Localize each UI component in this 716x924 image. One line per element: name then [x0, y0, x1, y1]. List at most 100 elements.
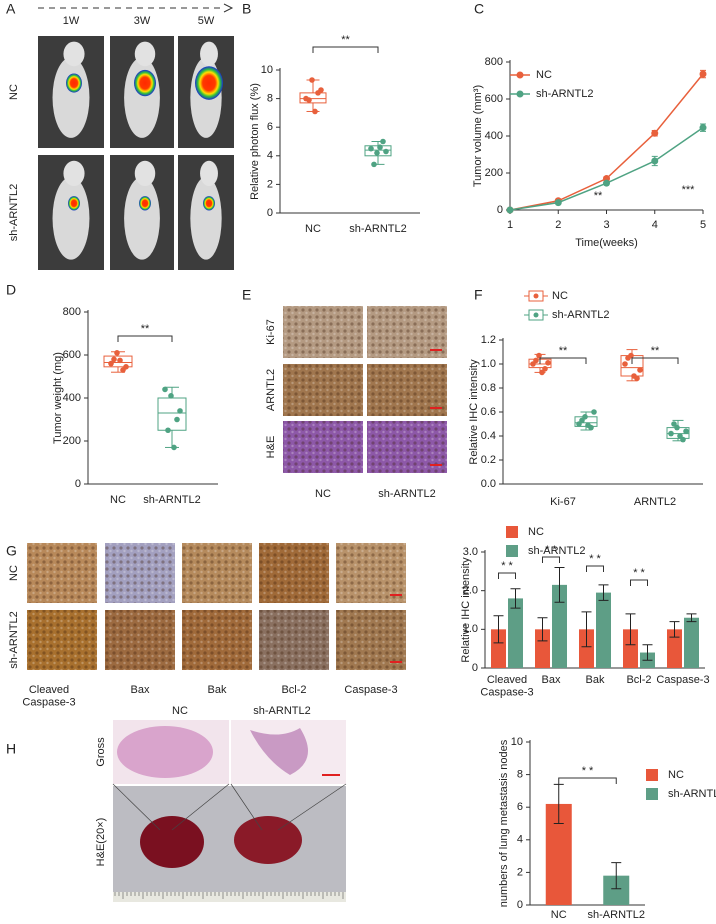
box: [299, 92, 327, 104]
x-tick-label: sh-ARNTL2: [143, 494, 200, 506]
y-tick-label: 600: [63, 349, 81, 361]
timepoint-label: 3W: [134, 15, 151, 27]
data-point: [539, 369, 545, 376]
x-tick-label: 3: [603, 219, 609, 231]
significance-bracket: [117, 335, 173, 342]
y-axis-label: Relative IHC intensity: [460, 557, 472, 663]
error-bar: [554, 566, 565, 603]
y-tick-label: 0.4: [481, 430, 496, 442]
data-point: [309, 77, 315, 83]
group-label: sh-ARNTL2: [8, 184, 20, 241]
y-tick-label: 800: [63, 306, 81, 318]
bar: [684, 617, 699, 668]
y-tick-label: 8: [517, 769, 523, 781]
group-label: sh-ARNTL2: [8, 611, 20, 668]
ihc-texture: [105, 543, 175, 603]
data-point: [683, 428, 689, 435]
x-tick-label: 1: [507, 219, 513, 231]
data-point: [306, 97, 312, 103]
data-point: [111, 356, 117, 363]
legend-marker: [533, 293, 539, 299]
stain-label: ARNTL2: [265, 369, 277, 411]
legend-label: sh-ARNTL2: [528, 545, 585, 557]
legend-label: sh-ARNTL2: [668, 788, 716, 800]
y-tick-label: 10: [261, 64, 273, 76]
y-tick-label: 10: [511, 736, 523, 748]
data-point: [533, 357, 539, 364]
ihc-texture: [259, 610, 329, 670]
data-point: [117, 357, 123, 364]
error-bar: [553, 783, 564, 824]
bar: [491, 629, 506, 668]
legend-label: NC: [668, 769, 684, 781]
x-tick-label: 4: [652, 219, 658, 231]
data-point: [603, 179, 610, 187]
x-tick-label: sh-ARNTL2: [588, 909, 645, 921]
error-bar: [669, 621, 680, 638]
box: [157, 397, 187, 431]
x-tick-label: Bak: [586, 674, 605, 686]
significance-bracket: [558, 777, 617, 784]
x-tick-label: Cleaved Caspase-3: [480, 674, 533, 699]
view-label: H&E(20×): [95, 818, 107, 867]
significance-label: * *: [633, 567, 645, 579]
bar: [596, 592, 611, 668]
data-point: [108, 360, 114, 367]
ihc-texture: [182, 543, 252, 603]
x-axis-label: Time(weeks): [575, 237, 638, 249]
y-axis-label: Tumor weight (mg): [52, 352, 64, 444]
legend-marker: [516, 71, 524, 79]
significance-label: * *: [582, 765, 594, 777]
mouse-body: [52, 57, 90, 138]
zoom-line: [230, 783, 263, 831]
legend-label: sh-ARNTL2: [552, 309, 609, 321]
group-label: NC: [315, 488, 331, 500]
mouse-head: [63, 41, 85, 67]
tumor-signal: [134, 69, 156, 97]
mouse-head: [134, 41, 156, 67]
label-line: Caspase-3: [22, 697, 75, 709]
ihc-texture: [283, 421, 363, 473]
group-label: NC: [8, 84, 20, 100]
data-point: [177, 408, 183, 414]
data-point: [383, 148, 389, 155]
y-axis-label: Relative photon flux (%): [249, 83, 261, 200]
x-tick-label: Bcl-2: [626, 674, 651, 686]
series-line: [509, 127, 704, 211]
data-point: [651, 129, 659, 137]
error-bar: [686, 613, 697, 623]
x-tick-label: NC: [110, 494, 126, 506]
panel-letter: H: [6, 741, 16, 757]
y-tick-label: 400: [485, 130, 503, 142]
group-label: sh-ARNTL2: [253, 705, 310, 717]
label-line: Cleaved: [487, 674, 527, 686]
y-tick-label: 4: [267, 150, 273, 162]
data-point: [625, 355, 631, 361]
panel-letter: G: [6, 543, 17, 559]
timepoint-label: 5W: [198, 15, 215, 27]
significance-bracket: [498, 572, 516, 579]
y-axis-label: Relative IHC intensity: [468, 359, 480, 465]
y-tick-label: 0: [472, 662, 478, 674]
data-point: [174, 416, 180, 423]
x-tick-label: 5: [700, 219, 706, 231]
bar: [667, 629, 682, 668]
data-point: [637, 367, 643, 373]
data-point: [545, 360, 551, 366]
y-tick-label: 2.0: [463, 585, 478, 597]
marker-label: Cleaved Caspase-3: [22, 684, 75, 709]
group-label: NC: [8, 565, 20, 581]
legend-label: NC: [528, 526, 544, 538]
y-tick-label: 1.0: [481, 358, 496, 370]
significance-bracket: [586, 565, 604, 572]
panel-letter: A: [6, 1, 16, 17]
mouse-head: [200, 160, 218, 187]
error-bar: [537, 617, 548, 642]
ihc-texture: [283, 364, 363, 416]
tumor-signal: [195, 66, 223, 100]
y-tick-label: 0: [267, 207, 273, 219]
y-tick-label: 200: [63, 435, 81, 447]
timepoint-label: 1W: [63, 15, 80, 27]
y-tick-label: 0: [75, 478, 81, 490]
